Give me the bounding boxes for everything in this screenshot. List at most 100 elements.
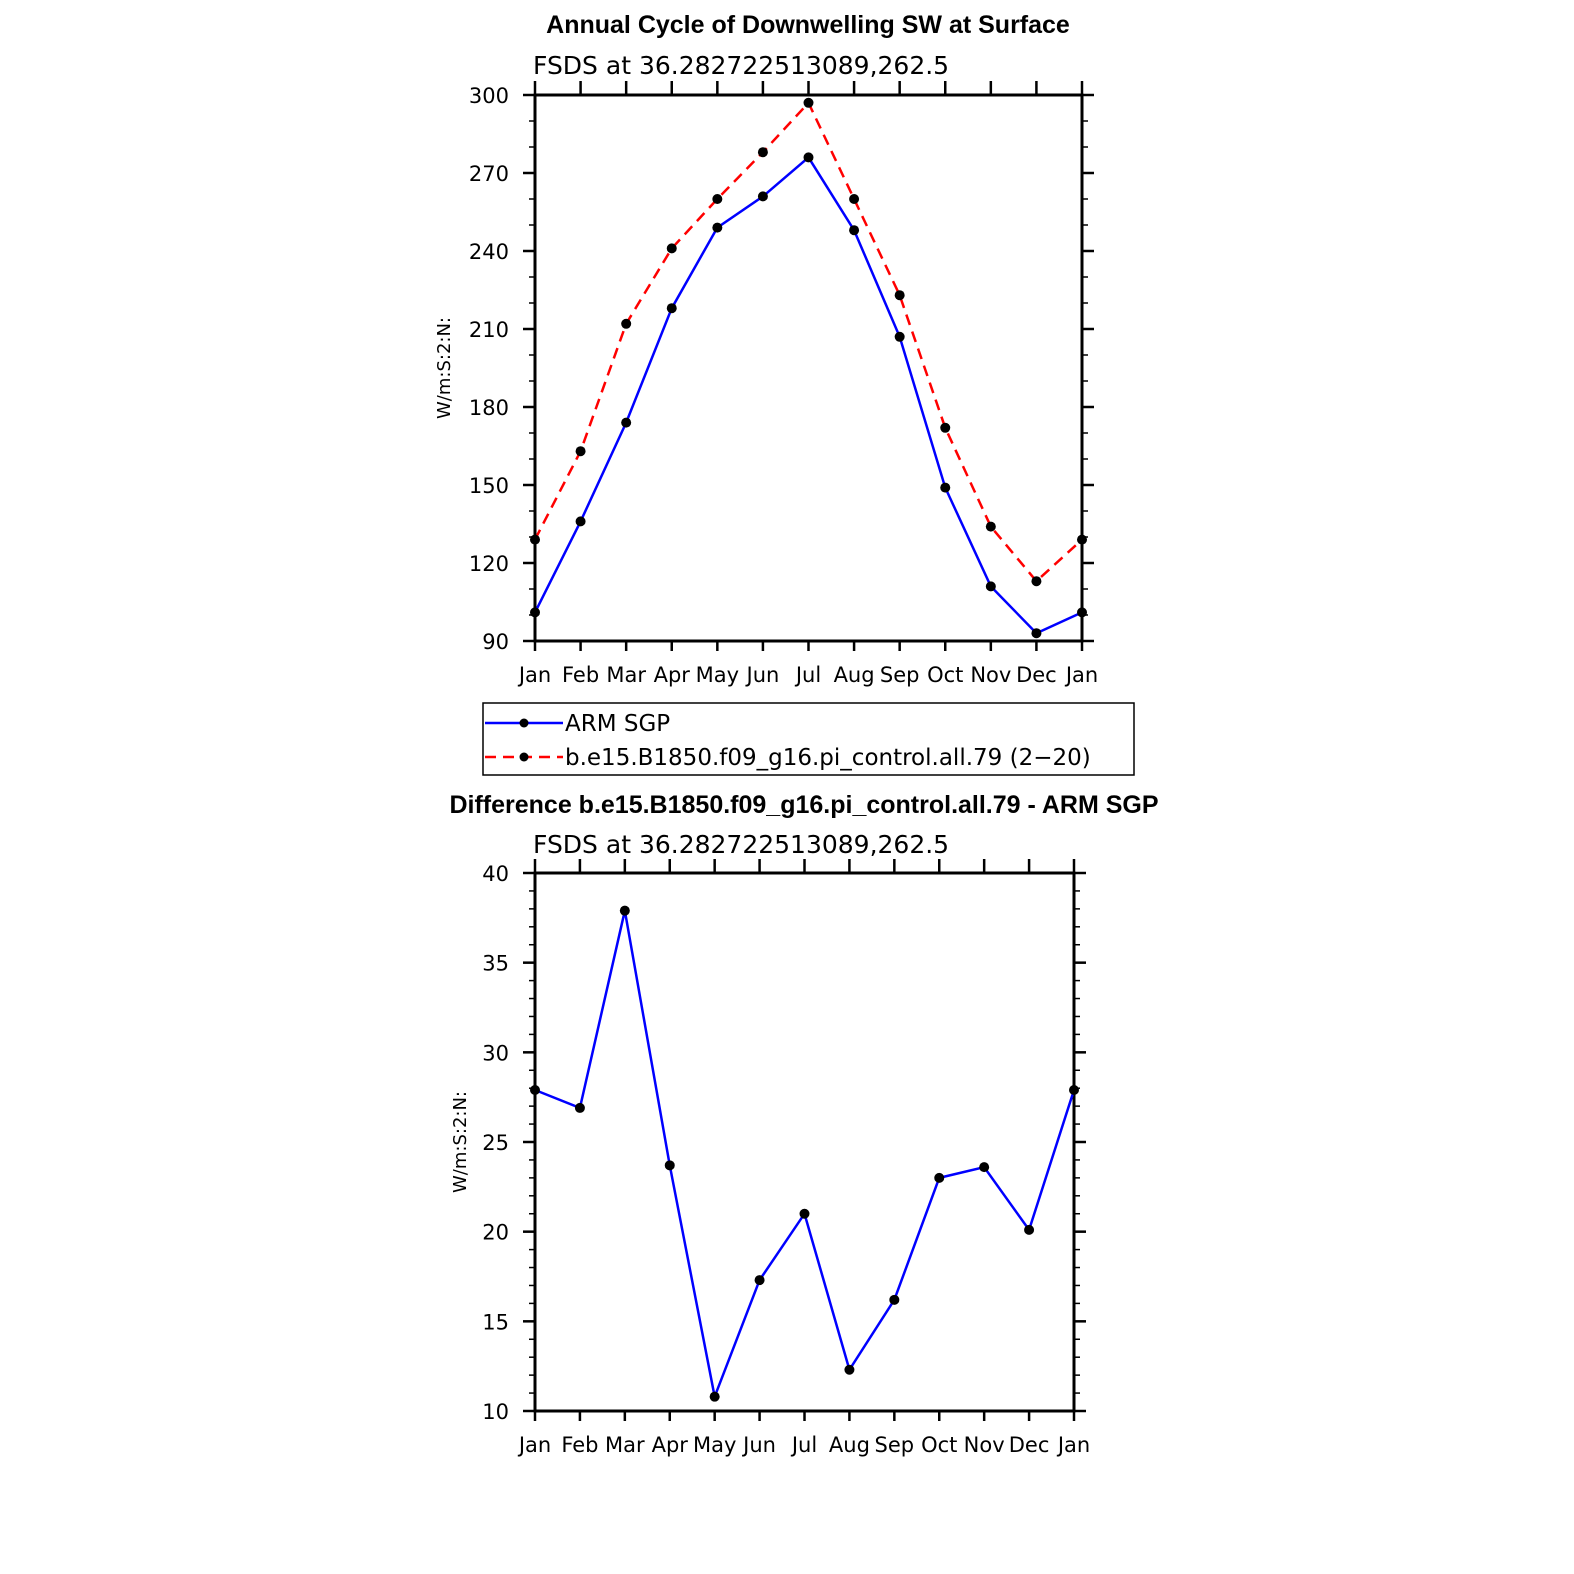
series-lines — [530, 97, 1087, 639]
data-point — [530, 534, 540, 545]
y-tick-label: 120 — [469, 552, 509, 576]
data-point — [844, 1364, 855, 1375]
data-point — [799, 1208, 810, 1219]
data-point — [1031, 576, 1042, 587]
data-point — [757, 147, 768, 158]
data-point — [849, 194, 860, 204]
data-point — [754, 1275, 765, 1286]
x-tick-label: May — [696, 663, 739, 687]
x-tick-label: Oct — [921, 1433, 957, 1457]
x-tick-label: Jan — [1056, 1433, 1090, 1457]
x-tick-labels: Jan Feb Mar Apr May Jun Jul Aug Sep Oct Nov Dec Jan — [517, 663, 1098, 687]
data-point — [985, 581, 996, 592]
difference-chart: Difference b.e15.B1850.f09_g16.pi_contro… — [449, 791, 1158, 1457]
x-tick-label: Mar — [605, 1433, 645, 1457]
y-tick-labels: 90 120 150 180 210 240 270 300 — [469, 84, 509, 654]
chart-title: Annual Cycle of Downwelling SW at Surfac… — [546, 11, 1070, 39]
data-point — [979, 1162, 990, 1173]
x-tick-labels: Jan Feb Mar Apr May Jun Jul Aug Sep Oct Nov Dec Jan — [517, 1433, 1090, 1457]
tick-marks — [523, 859, 1086, 1421]
tick-marks — [523, 81, 1094, 651]
y-axis-label: W/m:S:2:N: — [450, 1091, 471, 1193]
x-tick-label: Apr — [654, 663, 691, 687]
data-point — [712, 194, 723, 204]
y-tick-label: 90 — [482, 630, 509, 654]
x-tick-label: Dec — [1009, 1433, 1050, 1457]
data-point — [849, 225, 860, 236]
data-point — [575, 516, 586, 527]
y-tick-label: 240 — [469, 240, 509, 264]
series-line-1 — [533, 100, 1083, 584]
data-point — [574, 1102, 585, 1113]
x-tick-label: Nov — [964, 1433, 1005, 1457]
x-tick-label: Feb — [561, 1433, 598, 1457]
data-point — [575, 446, 586, 457]
series-line-0 — [534, 910, 1076, 1402]
x-tick-label: Jan — [517, 1433, 551, 1457]
legend: ARM SGP b.e15.B1850.f09_g16.pi_control.a… — [482, 702, 1135, 776]
data-point — [1024, 1224, 1035, 1235]
y-tick-label: 30 — [482, 1041, 509, 1065]
x-tick-label: Aug — [829, 1433, 870, 1457]
y-tick-label: 25 — [482, 1131, 509, 1155]
x-tick-label: Jul — [794, 663, 821, 687]
x-tick-label: Jan — [517, 663, 551, 687]
data-point — [940, 482, 951, 493]
data-point — [1069, 1084, 1079, 1095]
data-point — [712, 222, 723, 233]
chart-subtitle: FSDS at 36.282722513089,262.5 — [533, 51, 949, 80]
y-tick-label: 35 — [482, 952, 509, 976]
y-tick-label: 300 — [469, 84, 509, 108]
data-point — [1077, 534, 1087, 545]
data-point — [894, 290, 905, 301]
legend-box — [482, 702, 1135, 776]
x-tick-label: Jan — [1064, 663, 1098, 687]
x-tick-label: Nov — [970, 663, 1011, 687]
x-tick-label: Sep — [875, 1433, 915, 1457]
y-tick-labels: 10 15 20 25 30 35 40 — [482, 862, 509, 1424]
x-tick-label: Oct — [927, 663, 963, 687]
series-lines — [530, 905, 1079, 1402]
data-point — [757, 191, 768, 202]
x-tick-label: Aug — [834, 663, 875, 687]
x-tick-label: Jun — [745, 663, 780, 687]
x-tick-label: Feb — [562, 663, 599, 687]
data-point — [889, 1294, 900, 1305]
x-tick-label: Dec — [1016, 663, 1057, 687]
legend-label-arm-sgp: ARM SGP — [565, 711, 670, 737]
chart-subtitle: FSDS at 36.282722513089,262.5 — [533, 830, 949, 859]
data-point — [621, 417, 632, 428]
data-point — [894, 331, 905, 342]
x-tick-label: May — [693, 1433, 736, 1457]
plot-frame — [533, 93, 1084, 643]
x-tick-label: Jul — [790, 1433, 817, 1457]
x-tick-label: Jun — [741, 1433, 776, 1457]
y-tick-label: 180 — [469, 396, 509, 420]
data-point — [803, 97, 814, 108]
y-axis-label: W/m:S:2:N: — [434, 317, 455, 419]
data-point — [530, 1084, 540, 1095]
data-point — [621, 318, 632, 329]
annual-cycle-chart: Annual Cycle of Downwelling SW at Surfac… — [434, 11, 1098, 687]
data-point — [619, 905, 630, 916]
y-tick-label: 10 — [482, 1400, 509, 1424]
data-point — [666, 243, 677, 254]
data-point — [530, 607, 540, 618]
legend-marker-model — [519, 752, 529, 762]
data-point — [934, 1172, 945, 1183]
x-tick-label: Mar — [606, 663, 646, 687]
legend-label-model: b.e15.B1850.f09_g16.pi_control.all.79 (2… — [565, 745, 1091, 771]
series-line-0 — [533, 155, 1083, 635]
plot-area — [533, 93, 1084, 643]
data-point — [1077, 607, 1087, 618]
x-tick-label: Apr — [652, 1433, 689, 1457]
data-point — [940, 422, 951, 433]
y-tick-label: 15 — [482, 1310, 509, 1334]
data-point — [709, 1391, 720, 1402]
legend-marker-arm-sgp — [519, 718, 529, 728]
data-point — [666, 303, 677, 314]
y-tick-label: 210 — [469, 318, 509, 342]
data-point — [985, 521, 996, 532]
data-point — [664, 1160, 675, 1171]
